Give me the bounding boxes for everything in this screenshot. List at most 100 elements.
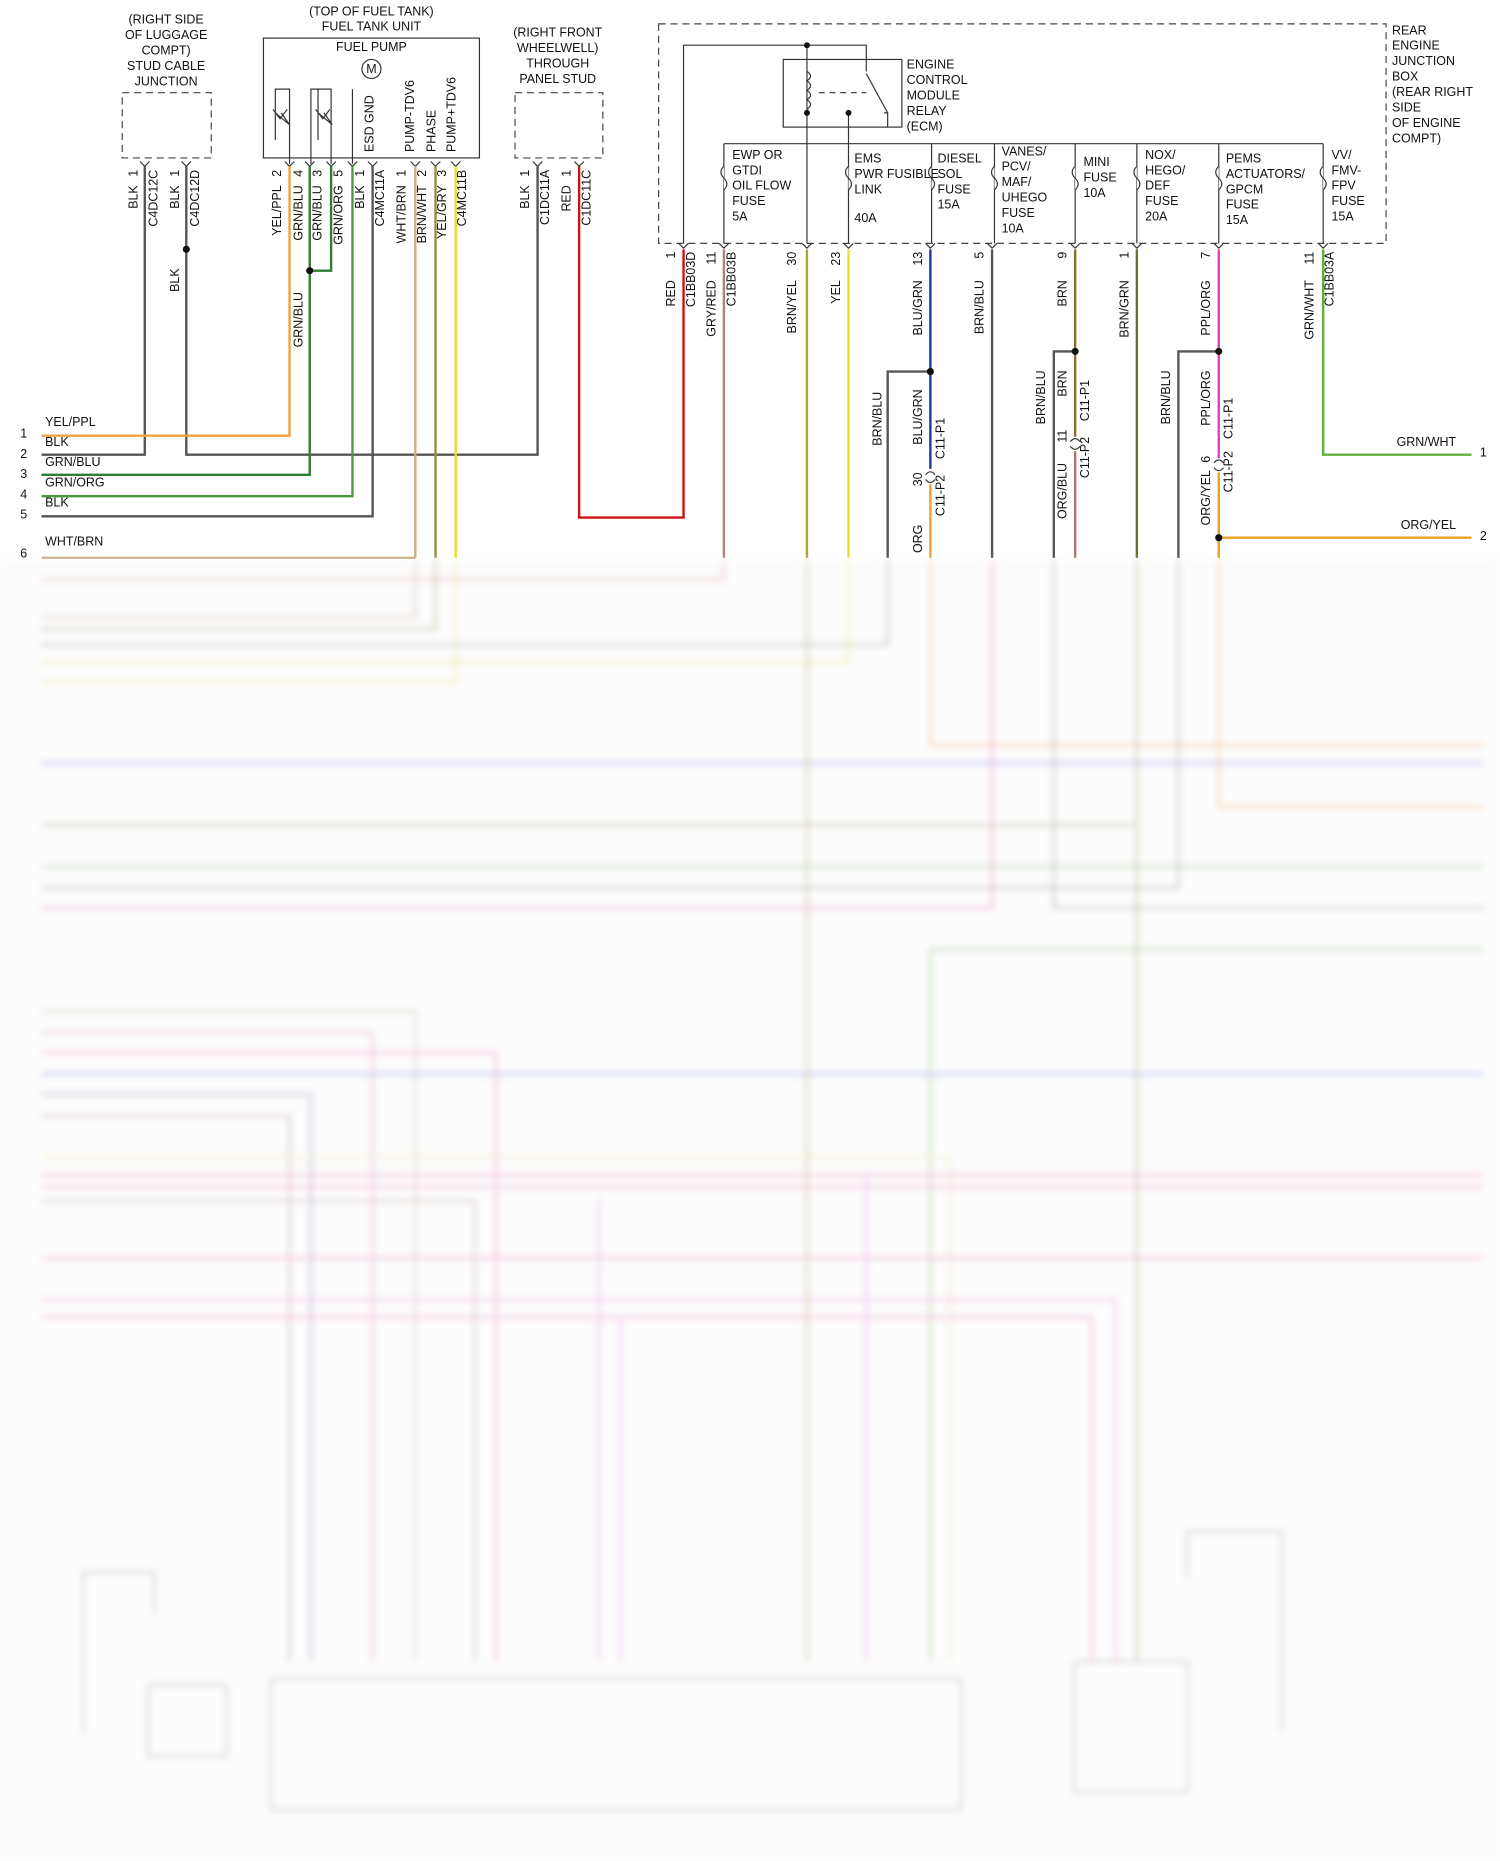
pin-number: 7: [1199, 252, 1213, 259]
component-label: SIDE: [1392, 100, 1421, 114]
fuse-label: DIESEL: [937, 151, 981, 165]
fuse-label: PEMS: [1226, 151, 1261, 165]
fuse-label: 15A: [1226, 213, 1249, 227]
wire-label: BLU/GRN: [911, 280, 925, 335]
fuse-label: 40A: [854, 211, 877, 225]
wire-label: BLK: [518, 185, 532, 209]
component-label: JUNCTION: [135, 74, 198, 88]
fuse-label: 10A: [1002, 221, 1025, 235]
circuit-label: PUMP-TDV6: [403, 80, 417, 152]
component-label: (RIGHT SIDE: [129, 13, 204, 27]
connector-label: C11-P1: [1078, 380, 1092, 421]
fuel-tank-box: [262, 37, 481, 159]
fuse-label: VANES/: [1002, 144, 1047, 158]
wire-label: GRN/BLU: [310, 185, 324, 240]
component-label: THROUGH: [526, 56, 589, 70]
connector-label: C4MC11A: [373, 169, 387, 226]
fuse-label: MINI: [1083, 155, 1109, 169]
junction-internals: [682, 44, 1327, 244]
motor-symbol: [361, 58, 382, 80]
fuse-label: FUSE: [1083, 170, 1116, 184]
fuse-label: FUSE: [1002, 206, 1035, 220]
fuse-label: FUSE: [937, 182, 970, 196]
pin-number: 1: [664, 252, 678, 259]
fuse-label: 15A: [937, 198, 960, 212]
connector-label: C1BB03D: [684, 252, 698, 307]
wire-label: GRY/RED: [704, 280, 718, 337]
wires: [41, 166, 1472, 560]
pin-number: 3: [435, 170, 449, 177]
pin-number: 1: [518, 170, 532, 177]
component-label: (REAR RIGHT: [1392, 85, 1473, 99]
wire-label: BLK: [45, 496, 69, 510]
connector-label: C11-P2: [933, 475, 947, 516]
pin-number: 1: [353, 170, 367, 177]
connector-label: C11-P1: [1222, 398, 1236, 439]
wire-label: GRN/WHT: [1397, 435, 1457, 449]
wire-label: WHT/BRN: [45, 535, 103, 549]
relay-label: ENGINE: [907, 58, 955, 72]
luggage-junction-box: [121, 92, 212, 159]
wire-number: 3: [20, 467, 27, 481]
component-label: ENGINE: [1392, 39, 1440, 53]
component-label: STUD CABLE: [127, 59, 205, 73]
pin-number: 5: [332, 170, 346, 177]
wire-label: BRN: [1056, 370, 1070, 396]
wire-label: BRN/YEL: [785, 280, 799, 333]
fuse-label: FUSE: [1226, 198, 1259, 212]
pin-number: 11: [704, 252, 718, 265]
blurred-section: [0, 560, 1500, 1861]
wire-label: PPL/ORG: [1199, 280, 1213, 335]
wire-label: ORG/YEL: [1199, 470, 1213, 525]
fuse-label: EMS: [854, 151, 881, 165]
splice-dots: [182, 245, 1223, 542]
component-label: WHEELWELL): [517, 41, 598, 55]
component-label: REAR: [1392, 23, 1427, 37]
wire-number: 6: [20, 547, 27, 561]
connector-label: C4MC11B: [455, 170, 469, 227]
fuse-label: VV/: [1331, 148, 1352, 162]
wire-number: 5: [20, 507, 27, 521]
wire-label: PPL/ORG: [1199, 370, 1213, 425]
component-label: OF LUGGAGE: [125, 28, 207, 42]
wire-label: BRN/GRN: [1117, 280, 1131, 337]
fuse-label: PWR FUSIBLE: [854, 167, 938, 181]
wire-label: BRN: [1056, 280, 1070, 306]
fuse-label: EWP OR: [732, 148, 782, 162]
wire-label: BRN/BLU: [1159, 370, 1173, 424]
junction-dots: [803, 42, 852, 116]
pin-number: 1: [395, 170, 409, 177]
sensor-symbols: [272, 88, 354, 164]
fuse-label: UHEGO: [1002, 191, 1048, 205]
pin-number: 30: [911, 472, 925, 486]
wire-label: YEL: [829, 280, 843, 304]
connector-label: C1DC11A: [538, 169, 552, 225]
pin-number: 13: [911, 252, 925, 266]
wire-label: ORG/BLU: [1056, 463, 1070, 519]
wire-label: GRN/ORG: [332, 185, 346, 244]
fuse-label: FUSE: [1331, 194, 1364, 208]
wire-label: BRN/BLU: [870, 392, 884, 446]
wire-label: BLK: [45, 435, 69, 449]
wire-number: 4: [20, 487, 27, 501]
fuse-label: 20A: [1145, 210, 1168, 224]
fuse-label: NOX/: [1145, 148, 1176, 162]
fuse-label: PCV/: [1002, 160, 1032, 174]
fuse-label: DEF: [1145, 179, 1170, 193]
pin-number: 6: [1199, 456, 1213, 463]
fuse-label: MAF/: [1002, 175, 1032, 189]
component-label: JUNCTION: [1392, 54, 1455, 68]
pin-number: 2: [415, 170, 429, 177]
component-label: BOX: [1392, 70, 1419, 84]
wire-number: 1: [1480, 446, 1487, 460]
junction-box: [658, 23, 1387, 244]
component-label: FUEL TANK UNIT: [322, 20, 422, 34]
connector-label: C1BB03B: [724, 252, 738, 307]
wire-label: BRN/BLU: [1034, 370, 1048, 424]
fuse-label: 15A: [1331, 210, 1354, 224]
wire-label: GRN/BLU: [291, 292, 305, 347]
relay-box: [782, 58, 903, 128]
relay-label: (ECM): [907, 119, 943, 133]
connector-label: C11-P2: [1078, 437, 1092, 478]
wire-label: GRN/BLU: [45, 455, 100, 469]
